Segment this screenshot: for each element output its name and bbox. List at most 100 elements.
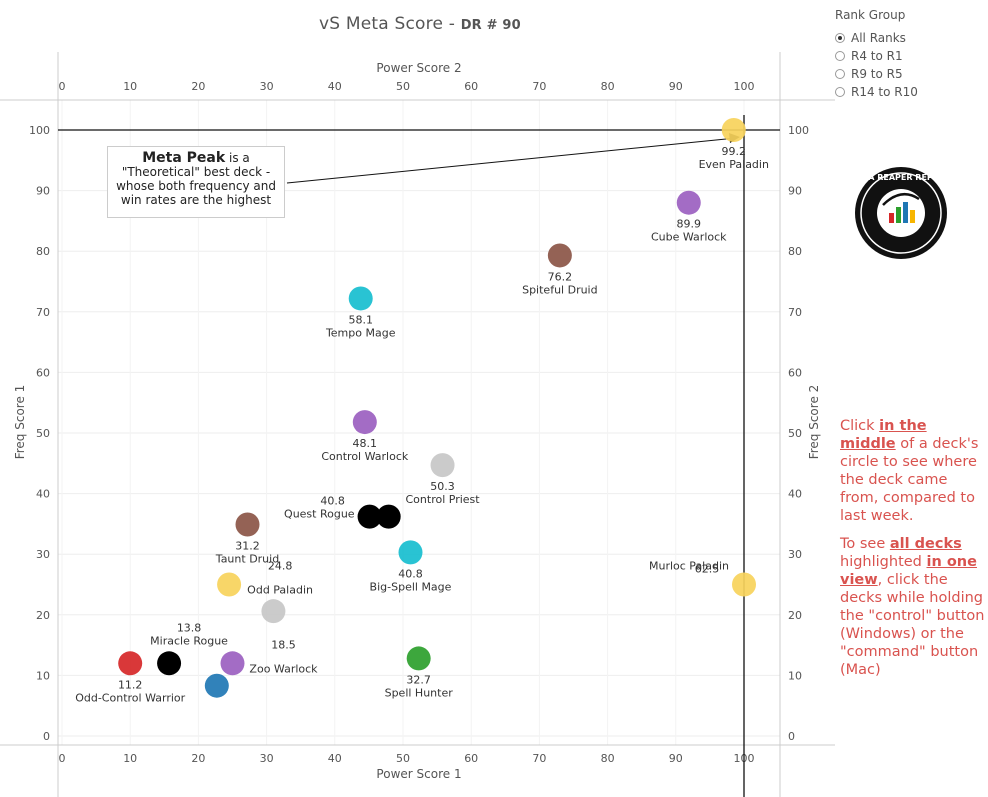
instructions-paragraph-1: Click in the middle of a deck's circle t…: [840, 417, 985, 525]
point-score-label: 89.9: [677, 218, 702, 231]
instr-emphasis: in the middle: [840, 418, 927, 452]
point-name-label: Big-Spell Mage: [370, 580, 452, 593]
scatter-point[interactable]: [732, 572, 756, 597]
x-top-tick-label: 20: [191, 80, 205, 93]
scatter-point[interactable]: [118, 651, 143, 676]
instr-text: , click the decks while holding the "con…: [840, 572, 985, 678]
y-right-tick-label: 30: [788, 548, 802, 561]
point-score-label: 48.1: [353, 437, 378, 450]
point-name-label: Odd-Control Warrior: [75, 691, 185, 704]
point-score-label: 40.8: [398, 567, 423, 580]
rank-option-label: All Ranks: [851, 31, 906, 45]
rank-option-r4-r1[interactable]: R4 to R1: [835, 47, 918, 65]
point-score-label: 50.3: [430, 480, 455, 493]
scatter-point[interactable]: [398, 540, 423, 565]
radio-icon[interactable]: [835, 51, 845, 61]
scatter-point[interactable]: [352, 410, 377, 435]
point-score-label: 31.2: [235, 540, 260, 553]
y-right-tick-label: 0: [788, 730, 795, 743]
y-left-tick-label: 100: [29, 124, 50, 137]
logo-text: DATA REAPER REPORT: [853, 173, 949, 182]
x-bottom-tick-label: 90: [669, 752, 683, 765]
scatter-point[interactable]: [220, 651, 245, 676]
instructions-panel: Click in the middle of a deck's circle t…: [840, 417, 985, 689]
point-name-label: Control Warlock: [321, 450, 409, 463]
point-score-label: 40.8: [320, 495, 345, 508]
x-top-tick-label: 0: [59, 80, 66, 93]
y-left-tick-label: 70: [36, 306, 50, 319]
point-score-label: 32.7: [406, 673, 431, 686]
x-bottom-tick-label: 50: [396, 752, 410, 765]
scatter-point[interactable]: [547, 243, 572, 268]
point-name-label: Cube Warlock: [651, 231, 727, 244]
scatter-point[interactable]: [261, 599, 286, 624]
rank-group-filter: Rank Group All Ranks R4 to R1 R9 to R5 R…: [835, 8, 918, 101]
point-name-label: Even Paladin: [699, 158, 769, 171]
y-left-axis-title: Freq Score 1: [13, 385, 27, 460]
y-right-tick-label: 20: [788, 609, 802, 622]
point-name-label: Spell Hunter: [385, 686, 454, 699]
y-left-tick-label: 30: [36, 548, 50, 561]
point-name-label: Control Priest: [406, 493, 481, 506]
scatter-point[interactable]: [235, 512, 260, 537]
rank-option-label: R14 to R10: [851, 85, 918, 99]
y-left-tick-label: 20: [36, 609, 50, 622]
scatter-point[interactable]: [721, 118, 746, 142]
scatter-point[interactable]: [204, 673, 229, 698]
point-score-label: 24.8: [268, 560, 293, 573]
point-score-label: 18.5: [271, 638, 296, 651]
scatter-point[interactable]: [357, 504, 382, 529]
y-left-tick-label: 60: [36, 366, 50, 379]
scatter-point[interactable]: [217, 572, 242, 597]
radio-icon[interactable]: [835, 87, 845, 97]
point-name-label: Miracle Rogue: [150, 634, 228, 647]
y-right-tick-label: 60: [788, 366, 802, 379]
rank-option-all-ranks[interactable]: All Ranks: [835, 29, 918, 47]
scatter-point[interactable]: [376, 504, 401, 529]
data-reaper-report-logo-icon: DATA REAPER REPORT: [853, 167, 949, 259]
point-name-label: Odd Paladin: [247, 584, 313, 597]
x-bottom-axis-title: Power Score 1: [376, 767, 461, 781]
callout-line4: win rates are the highest: [120, 193, 272, 207]
y-right-tick-label: 100: [788, 124, 809, 137]
rank-option-r9-r5[interactable]: R9 to R5: [835, 65, 918, 83]
rank-option-r14-r10[interactable]: R14 to R10: [835, 83, 918, 101]
instr-text: highlighted: [840, 554, 927, 570]
scatter-point[interactable]: [157, 651, 182, 676]
scatter-point[interactable]: [676, 190, 701, 215]
callout-arrow-line: [286, 137, 737, 184]
x-bottom-tick-label: 70: [532, 752, 546, 765]
y-right-axis-title: Freq Score 2: [807, 385, 821, 460]
instr-text: Click: [840, 418, 880, 434]
point-name-label: Murloc Paladin: [649, 560, 729, 573]
y-left-tick-label: 50: [36, 427, 50, 440]
radio-icon[interactable]: [835, 69, 845, 79]
x-top-tick-label: 10: [123, 80, 137, 93]
y-left-tick-label: 90: [36, 185, 50, 198]
x-top-tick-label: 90: [669, 80, 683, 93]
scatter-point[interactable]: [406, 646, 431, 671]
radio-icon[interactable]: [835, 33, 845, 43]
x-top-tick-label: 30: [260, 80, 274, 93]
y-right-tick-label: 50: [788, 427, 802, 440]
rank-option-label: R4 to R1: [851, 49, 903, 63]
chart-title: vS Meta Score - DR # 90: [0, 14, 840, 34]
point-name-label: Spiteful Druid: [522, 283, 598, 296]
points-layer: [118, 118, 756, 698]
point-name-label: Tempo Mage: [325, 326, 396, 339]
x-top-tick-label: 40: [328, 80, 342, 93]
scatter-point[interactable]: [430, 453, 455, 478]
instr-text: To see: [840, 536, 890, 552]
callout-line3: whose both frequency and: [116, 179, 276, 193]
y-left-tick-label: 10: [36, 669, 50, 682]
callout-line1: is a: [225, 151, 250, 165]
x-bottom-tick-label: 80: [601, 752, 615, 765]
x-top-tick-label: 60: [464, 80, 478, 93]
instr-emphasis: in one view: [840, 554, 977, 588]
y-right-tick-label: 70: [788, 306, 802, 319]
scatter-point[interactable]: [348, 286, 373, 311]
y-left-tick-label: 80: [36, 245, 50, 258]
point-name-label: Taunt Druid: [215, 553, 279, 566]
